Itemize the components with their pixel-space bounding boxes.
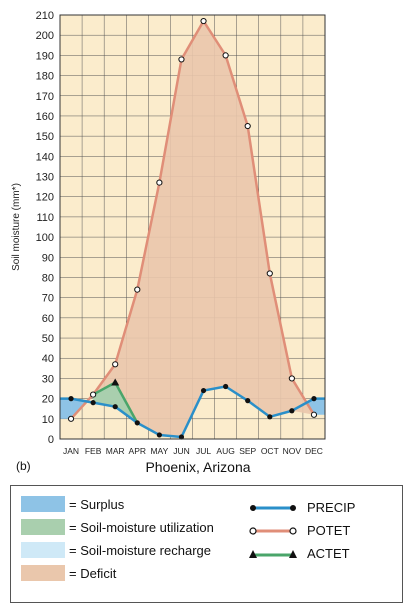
legend-label: = Surplus (69, 496, 125, 512)
potet-point (178, 56, 185, 63)
potet-line-icon (249, 526, 297, 535)
filled-areas (60, 21, 325, 437)
legend-item-utilization: = Soil-moisture utilization (21, 519, 214, 535)
y-tick-label: 100 (36, 232, 54, 244)
potet-line (70, 19, 316, 420)
precip-point (311, 396, 317, 402)
y-tick-label: 40 (42, 353, 54, 365)
x-tick-labels: JAN FEB MAR APR MAY JUN JUL AUG SEP OCT NOV DEC (63, 446, 323, 456)
legend-label: POTET (307, 523, 351, 538)
y-tick-label: 130 (36, 172, 54, 184)
precip-point (245, 398, 251, 404)
potet-point (310, 411, 318, 418)
y-tick-label: 20 (42, 394, 54, 406)
legend-label: = Soil-moisture recharge (69, 542, 211, 558)
y-tick-label: 190 (36, 50, 54, 62)
y-tick-label: 210 (36, 10, 54, 22)
x-tick-label: FEB (85, 446, 102, 456)
y-tick-label: 170 (36, 91, 54, 103)
precip-point (134, 420, 140, 426)
legend-item-recharge: = Soil-moisture recharge (21, 542, 211, 558)
potet-point (200, 17, 207, 25)
potet-point (67, 415, 75, 422)
potet-point (90, 391, 97, 398)
x-tick-label: JUN (173, 446, 190, 456)
precip-point (90, 400, 96, 406)
y-tick-label: 160 (36, 111, 54, 123)
y-tick-label: 10 (42, 414, 54, 426)
utilization-swatch (21, 519, 65, 535)
deficit-swatch (21, 565, 65, 581)
legend-label: PRECIP (307, 500, 356, 515)
x-tick-label: DEC (305, 446, 323, 456)
surplus-swatch (21, 496, 65, 512)
surplus-area (306, 398, 325, 415)
x-tick-label: SEP (239, 446, 256, 456)
precip-line-icon (250, 504, 296, 511)
actet-point (111, 378, 120, 386)
precip-point (178, 434, 185, 440)
y-tick-label: 60 (42, 313, 54, 325)
y-tick-label: 30 (42, 373, 54, 385)
actet-line-icon (249, 549, 297, 558)
panel-label: (b) (16, 459, 31, 473)
y-tick-labels: 0 10 20 30 40 50 60 70 80 90 100 110 120 130 140 150 160… (36, 10, 54, 446)
legend-item-actet: ACTET (249, 546, 350, 561)
surplus-area-edge (60, 398, 72, 419)
recharge-swatch (21, 542, 65, 558)
y-tick-label: 120 (36, 192, 54, 204)
y-tick-label: 150 (36, 131, 54, 143)
water-budget-chart: 0 10 20 30 40 50 60 70 80 90 100 110 120 130 140 150 160… (11, 10, 326, 475)
legend-label: ACTET (307, 546, 350, 561)
legend: = Surplus = Soil-moisture utilization = … (10, 485, 403, 603)
x-tick-label: MAR (106, 446, 125, 456)
legend-item-deficit: = Deficit (21, 565, 116, 581)
potet-point (134, 286, 141, 293)
precip-point (223, 383, 229, 390)
potet-point (244, 122, 251, 130)
x-tick-label: NOV (283, 446, 302, 456)
potet-point (112, 361, 119, 368)
y-tick-label: 80 (42, 272, 54, 284)
x-tick-label: OCT (261, 446, 279, 456)
deficit-area (71, 21, 314, 437)
plot-border (59, 14, 326, 440)
legend-label: = Soil-moisture utilization (69, 519, 214, 535)
legend-item-surplus: = Surplus (21, 496, 124, 512)
x-tick-label: APR (129, 446, 146, 456)
precip-point (289, 408, 295, 414)
precip-line (60, 385, 325, 439)
y-tick-label: 200 (36, 30, 54, 42)
y-tick-label: 70 (42, 293, 54, 305)
x-tick-label: MAY (150, 446, 168, 456)
potet-point (156, 179, 163, 186)
precip-point (200, 387, 207, 394)
legend-label: = Deficit (69, 565, 117, 581)
location-title: Phoenix, Arizona (145, 459, 250, 475)
legend-item-precip: PRECIP (249, 500, 355, 515)
legend-item-potet: POTET (249, 523, 350, 538)
y-tick-label: 50 (42, 333, 54, 345)
utilization-area (93, 382, 138, 423)
x-tick-label: JAN (63, 446, 79, 456)
y-tick-label: 180 (36, 71, 54, 83)
y-tick-label: 110 (36, 212, 54, 224)
precip-point (68, 396, 74, 402)
series-markers (67, 17, 318, 440)
precip-point (112, 404, 118, 410)
potet-point (222, 52, 229, 59)
potet-point (266, 270, 273, 277)
y-tick-label: 140 (36, 151, 54, 163)
x-tick-label: JUL (196, 446, 211, 456)
precip-point (156, 432, 162, 438)
y-tick-label: 0 (48, 434, 54, 446)
y-axis-label: Soil moisture (mm*) (11, 183, 22, 271)
potet-point (288, 375, 295, 382)
y-tick-label: 90 (42, 252, 54, 264)
x-tick-label: AUG (216, 446, 234, 456)
precip-point (267, 414, 273, 420)
